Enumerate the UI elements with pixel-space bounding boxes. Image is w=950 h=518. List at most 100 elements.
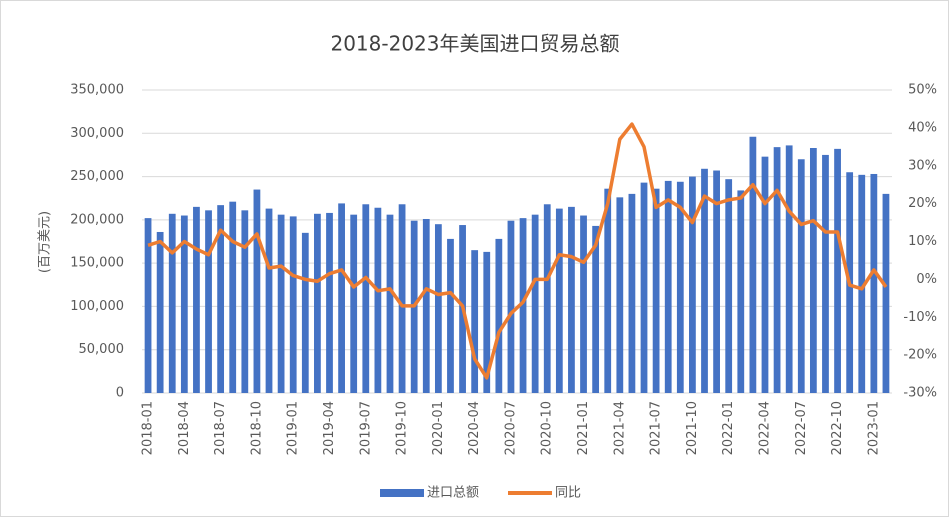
bar: [543, 204, 551, 393]
x-tick-label: 2020-10: [540, 401, 555, 455]
bar: [144, 218, 152, 393]
bar: [314, 213, 321, 393]
y-tick-label: 300,000: [70, 126, 124, 141]
y-axis-label: (百万美元): [38, 211, 53, 273]
bar: [447, 238, 454, 393]
legend-swatch: [380, 489, 424, 497]
y-tick-label: 150,000: [70, 256, 124, 271]
y-tick-label: 100,000: [70, 299, 124, 314]
y2-tick-label: 30%: [908, 158, 937, 173]
y2-tick-label: 20%: [908, 196, 937, 211]
bar: [664, 180, 672, 393]
bar: [193, 206, 200, 393]
bar: [265, 208, 273, 393]
bar: [737, 190, 745, 393]
bar: [531, 214, 539, 393]
y-tick-label: 200,000: [70, 212, 124, 227]
x-tick-label: 2020-04: [467, 401, 482, 455]
bar: [156, 231, 164, 393]
x-tick-label: 2019-04: [322, 401, 337, 455]
bar: [217, 205, 225, 393]
y-tick-label: 50,000: [79, 342, 125, 357]
x-tick-label: 2023-01: [866, 401, 881, 455]
bar: [604, 188, 612, 393]
x-tick-label: 2021-07: [649, 401, 664, 455]
bar: [628, 193, 636, 393]
bar: [785, 145, 793, 393]
y2-tick-label: -10%: [903, 310, 937, 325]
bar: [676, 181, 684, 393]
bar: [701, 168, 708, 393]
bar: [168, 213, 176, 393]
y-tick-label: 250,000: [70, 169, 124, 184]
legend-label: 同比: [555, 486, 581, 501]
x-tick-label: 2021-01: [576, 401, 591, 455]
bar: [338, 203, 345, 393]
x-tick-label: 2020-01: [431, 401, 446, 455]
bar: [507, 220, 515, 393]
bar: [834, 148, 841, 393]
x-tick-label: 2022-01: [721, 401, 736, 455]
y-tick-label: 0: [116, 386, 124, 401]
y2-tick-label: 0%: [916, 272, 937, 287]
bar: [882, 193, 890, 393]
bar: [592, 225, 600, 393]
x-tick-label: 2019-10: [395, 401, 410, 455]
bar: [422, 218, 430, 393]
y2-tick-label: 10%: [908, 234, 937, 249]
x-tick-label: 2018-10: [249, 401, 264, 455]
bar: [773, 147, 781, 393]
bar: [205, 210, 212, 393]
bar: [640, 182, 648, 393]
bar: [350, 214, 358, 393]
line: [147, 122, 888, 380]
y2-tick-label: -20%: [903, 348, 937, 363]
bar: [301, 232, 309, 393]
bar: [652, 188, 660, 393]
bar: [471, 250, 479, 393]
y2-tick-label: -30%: [903, 386, 937, 401]
bar: [797, 159, 805, 393]
bar: [386, 214, 394, 393]
bar: [870, 173, 878, 393]
bar: [519, 218, 527, 393]
y-tick-label: 350,000: [70, 83, 124, 98]
x-tick-label: 2021-04: [612, 401, 627, 455]
bar: [858, 174, 866, 393]
x-tick-label: 2018-01: [141, 401, 156, 455]
x-tick-label: 2021-10: [685, 401, 700, 455]
x-tick-label: 2022-10: [830, 401, 845, 455]
bar: [434, 224, 442, 393]
bar: [277, 214, 285, 393]
bar: [809, 148, 817, 393]
bar: [616, 197, 624, 393]
bar: [229, 201, 237, 393]
bar: [725, 179, 733, 393]
bar: [749, 136, 757, 393]
bar: [568, 206, 575, 393]
x-tick-label: 2019-01: [286, 401, 301, 455]
x-tick-label: 2018-04: [177, 401, 192, 455]
bar: [822, 154, 829, 393]
bar: [398, 204, 406, 393]
bar: [326, 212, 333, 393]
bar: [241, 210, 249, 393]
bar: [362, 204, 370, 393]
bar: [253, 189, 261, 393]
bar: [374, 207, 382, 393]
bar: [555, 208, 563, 393]
bar: [180, 215, 188, 393]
x-tick-label: 2019-07: [358, 401, 373, 455]
bar: [689, 176, 696, 393]
y2-tick-label: 50%: [908, 83, 937, 98]
x-tick-label: 2018-07: [213, 401, 228, 455]
legend-label: 进口总额: [427, 486, 479, 501]
bar: [495, 238, 503, 393]
x-tick-label: 2022-04: [757, 401, 772, 455]
bar: [580, 215, 587, 393]
x-tick-label: 2020-07: [503, 401, 518, 455]
x-tick-label: 2022-07: [794, 401, 809, 455]
y2-tick-label: 40%: [908, 120, 937, 135]
chart-title: 2018-2023年美国进口贸易总额: [330, 32, 619, 56]
